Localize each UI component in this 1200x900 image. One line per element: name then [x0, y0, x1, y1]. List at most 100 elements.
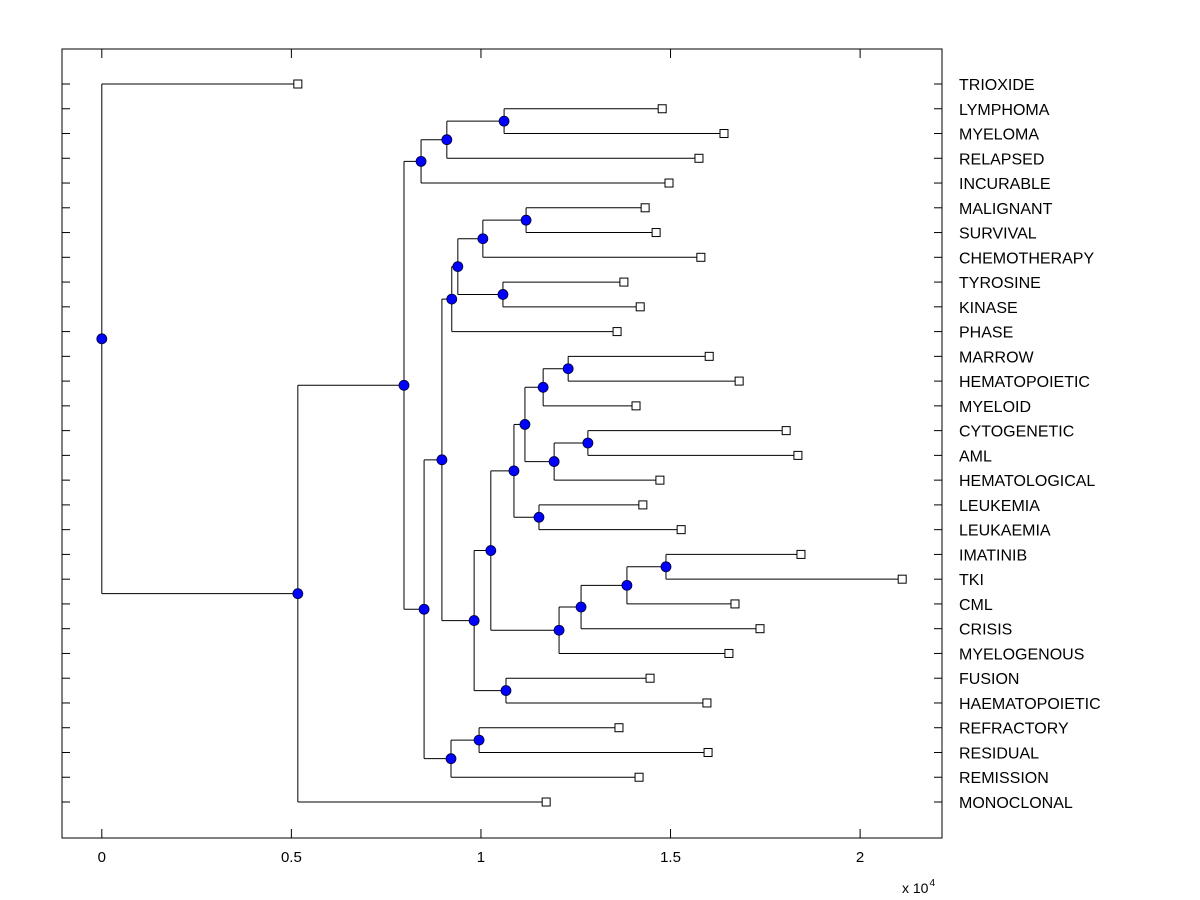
leaf-label: AML	[959, 448, 992, 465]
leaf-label: REMISSION	[959, 770, 1049, 787]
internal-node-marker	[537, 381, 549, 393]
leaf-marker	[703, 747, 713, 757]
leaf-marker	[640, 203, 650, 213]
leaf-marker	[704, 351, 714, 361]
x-tick-label: 0	[98, 849, 106, 866]
leaf-label: HEMATOLOGICAL	[959, 473, 1095, 490]
internal-node-marker	[473, 734, 485, 746]
leaf-label: CYTOGENETIC	[959, 424, 1074, 441]
internal-node-marker	[497, 289, 509, 300]
axes: 0 0.5 1 1.5 2	[61, 48, 943, 866]
leaf-label: FUSION	[959, 671, 1019, 688]
leaf-label: CHEMOTHERAPY	[959, 250, 1094, 267]
internal-node-marker	[660, 561, 672, 573]
leaf-marker	[676, 525, 686, 535]
x-tick-label: 1.5	[660, 849, 681, 866]
internal-node-marker	[418, 603, 430, 615]
leaf-label: MALIGNANT	[959, 201, 1053, 218]
leaf-label: INCURABLE	[959, 176, 1051, 193]
leaf-label: RESIDUAL	[959, 745, 1039, 762]
internal-node-marker	[292, 588, 304, 600]
leaf-label: RELAPSED	[959, 151, 1044, 168]
leaf-marker	[293, 79, 303, 89]
leaf-label: MYELOID	[959, 399, 1031, 416]
leaf-marker	[696, 252, 706, 262]
leaf-labels: TRIOXIDE LYMPHOMA MYELOMA RELAPSED INCURABLE…	[959, 77, 1101, 812]
leaf-label: MYELOMA	[959, 127, 1039, 144]
axes-frame	[61, 48, 943, 839]
x-tick-label: 1	[477, 849, 485, 866]
internal-node-marker	[508, 465, 520, 477]
leaf-marker	[694, 153, 704, 163]
internal-node-marker	[468, 615, 480, 626]
leaf-label: TKI	[959, 572, 984, 589]
internal-node-marker	[445, 753, 457, 765]
leaf-marker	[619, 277, 629, 287]
leaf-marker	[796, 549, 806, 559]
leaf-marker	[897, 574, 907, 584]
internal-node-marker	[520, 214, 532, 226]
leaf-marker	[755, 624, 765, 634]
x-tick-label: 2	[856, 849, 864, 866]
leaf-marker	[793, 450, 803, 460]
x-tick-label: 0.5	[281, 849, 302, 866]
leaf-label: CML	[959, 597, 993, 614]
leaf-marker	[635, 302, 645, 312]
leaf-label: LEUKEMIA	[959, 498, 1040, 515]
leaf-label: LYMPHOMA	[959, 102, 1050, 119]
leaf-marker	[638, 500, 648, 510]
internal-node-marker	[533, 511, 545, 523]
internal-node-marker	[96, 333, 108, 345]
internal-node-marker	[398, 379, 410, 391]
internal-node-marker	[436, 454, 448, 466]
internal-node-marker	[548, 456, 560, 467]
leaf-marker	[730, 599, 740, 609]
leaf-label: REFRACTORY	[959, 721, 1069, 738]
leaf-label: LEUKAEMIA	[959, 523, 1051, 540]
leaf-marker	[702, 698, 712, 708]
leaf-label: TRIOXIDE	[959, 77, 1035, 94]
leaf-label: MYELOGENOUS	[959, 646, 1084, 663]
internal-node-marker	[519, 419, 531, 430]
leaf-label: MARROW	[959, 349, 1035, 366]
leaf-marker	[541, 797, 551, 807]
leaf-marker	[645, 673, 655, 683]
leaf-label: HEMATOPOIETIC	[959, 374, 1090, 391]
leaf-marker	[664, 178, 674, 188]
leaf-marker	[655, 475, 665, 485]
internal-node-marker	[498, 115, 510, 127]
leaf-marker	[634, 772, 644, 782]
internal-node-marker	[500, 685, 512, 696]
internal-node-marker	[485, 545, 497, 556]
leaf-marker	[724, 648, 734, 658]
internal-node-marker	[562, 363, 574, 375]
leaf-label: IMATINIB	[959, 547, 1027, 564]
leaf-marker	[734, 376, 744, 386]
leaf-label: MONOCLONAL	[959, 795, 1073, 812]
internal-node-marker	[441, 134, 453, 146]
leaf-label: TYROSINE	[959, 275, 1041, 292]
leaf-marker	[781, 426, 791, 436]
internal-node-marker	[582, 437, 594, 449]
leaf-label: SURVIVAL	[959, 226, 1037, 243]
leaf-marker	[612, 327, 622, 337]
internal-node-marker	[415, 155, 427, 167]
leaf-marker	[651, 228, 661, 238]
leaf-label: HAEMATOPOIETIC	[959, 696, 1101, 713]
internal-node-marker	[446, 293, 458, 305]
leaf-marker	[631, 401, 641, 411]
leaf-marker	[719, 129, 729, 139]
internal-node-marker	[477, 233, 489, 245]
internal-node-marker	[452, 261, 464, 272]
internal-node-marker	[621, 579, 633, 591]
leaf-label: KINASE	[959, 300, 1018, 317]
leaf-label: CRISIS	[959, 622, 1012, 639]
leaf-marker	[614, 723, 624, 733]
x-exponent-label: x 104	[902, 878, 935, 896]
dendrogram-markers	[96, 79, 907, 807]
leaf-label: PHASE	[959, 325, 1013, 342]
internal-node-marker	[575, 601, 587, 613]
internal-node-marker	[553, 624, 565, 636]
